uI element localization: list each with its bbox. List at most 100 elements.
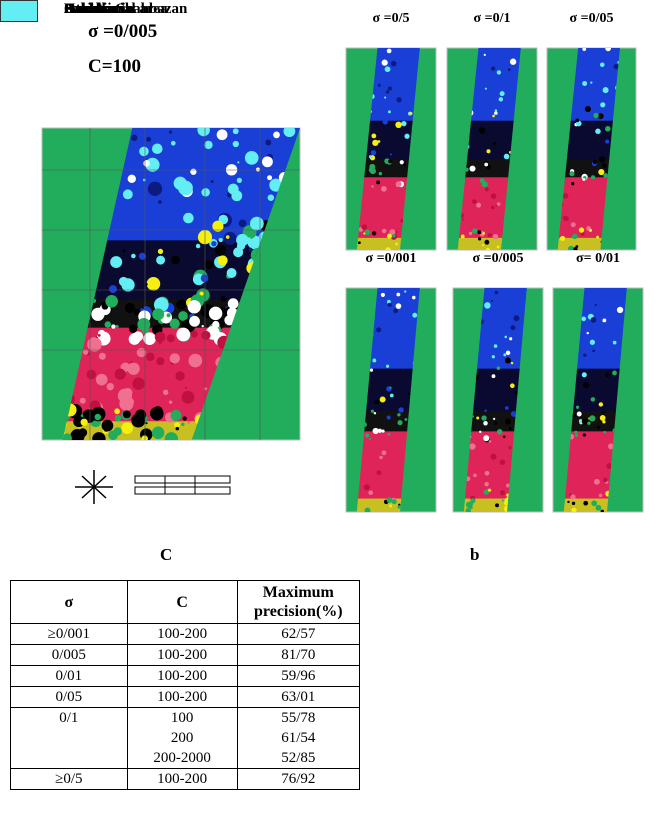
strip-texture — [382, 60, 388, 66]
strip-texture — [384, 97, 386, 99]
strip-texture — [102, 420, 114, 432]
cell-line: 61/54 — [240, 728, 357, 748]
strip-texture — [365, 433, 369, 437]
strip-texture — [505, 406, 509, 410]
strip-texture — [494, 422, 497, 425]
table-cell: ≥0/5 — [11, 769, 128, 790]
strip-texture — [613, 341, 617, 345]
strip-texture — [388, 433, 391, 436]
legend-swatch — [0, 0, 38, 22]
table-row: 0/01100-20059/96 — [11, 666, 360, 687]
strip-texture — [615, 354, 619, 358]
strip-texture — [171, 410, 182, 421]
strip-texture — [492, 115, 495, 118]
strip-texture — [267, 175, 272, 180]
strip-texture — [383, 119, 388, 124]
table-cell: 62/57 — [237, 624, 359, 645]
panel-label: σ =0/001 — [366, 251, 417, 266]
table-cell: 100-200 — [127, 666, 237, 687]
strip-texture — [175, 371, 184, 380]
strip-texture — [236, 234, 248, 246]
strip-texture — [189, 354, 203, 368]
strip-texture — [181, 423, 184, 426]
strip-texture — [485, 88, 487, 90]
strip-texture — [483, 421, 487, 425]
strip-texture — [606, 373, 610, 377]
main-sigma-label: σ =0/005 — [88, 21, 157, 42]
main-c-label: C=100 — [88, 56, 141, 77]
strip-texture — [495, 503, 499, 507]
panel-label: σ =0/1 — [474, 11, 511, 26]
table-cell: 0/005 — [11, 645, 128, 666]
strip-texture — [248, 248, 252, 252]
classified-map — [451, 288, 544, 513]
strip-texture — [98, 334, 101, 337]
strip-texture — [484, 362, 486, 364]
strip-texture — [600, 62, 605, 67]
strip-texture — [389, 387, 391, 389]
strip-texture — [114, 408, 120, 414]
strip-texture — [123, 410, 131, 418]
strip-texture — [590, 340, 595, 345]
strip-texture — [105, 295, 118, 308]
strip-texture — [372, 359, 376, 363]
strip-texture — [119, 397, 133, 411]
strip-texture — [155, 332, 166, 343]
strip-texture — [273, 131, 280, 138]
strip-texture — [587, 332, 589, 334]
strip-texture — [398, 407, 403, 412]
strip-texture — [598, 169, 604, 175]
strip-texture — [595, 129, 601, 135]
strip-texture — [469, 166, 475, 172]
strip-texture — [239, 220, 247, 228]
strip-texture — [408, 393, 410, 395]
strip-texture — [476, 416, 479, 419]
cell-line: 55/78 — [240, 708, 357, 728]
strip-texture — [233, 141, 239, 147]
strip-texture — [125, 303, 135, 313]
strip-texture — [372, 231, 376, 235]
strip-texture — [174, 177, 187, 190]
strip-texture — [484, 410, 486, 412]
strip-texture — [382, 229, 387, 234]
strip-texture — [499, 97, 503, 101]
table-cell: 55/7861/5452/85 — [237, 708, 359, 769]
strip-texture — [121, 422, 133, 434]
strip-texture — [397, 413, 400, 416]
strip-texture — [599, 402, 603, 406]
strip-texture — [591, 500, 597, 506]
table-cell: 0/1 — [11, 708, 128, 769]
cell-line: 52/85 — [240, 748, 357, 768]
strip-texture — [374, 412, 376, 414]
strip-texture — [505, 419, 511, 425]
strip-texture — [156, 256, 165, 265]
strip-texture — [401, 121, 406, 126]
strip-texture — [204, 260, 213, 269]
strip-texture — [95, 414, 101, 420]
strip-texture — [96, 374, 108, 386]
strip-texture — [156, 357, 164, 365]
strip-texture — [169, 400, 172, 403]
strip-texture — [369, 155, 372, 158]
header-cell: C — [127, 581, 237, 624]
compass — [75, 470, 113, 504]
strip-texture — [146, 137, 151, 142]
strip-texture — [209, 307, 222, 320]
strip-texture — [491, 193, 497, 199]
strip-texture — [600, 415, 606, 421]
precision-table: σCMaximum precision(%) ≥0/001100-20062/5… — [10, 580, 360, 790]
header-cell: σ — [11, 581, 128, 624]
strip-texture — [497, 429, 503, 435]
strip-texture — [371, 150, 376, 155]
strip-texture — [397, 420, 402, 425]
strip-texture — [268, 194, 275, 201]
strip-texture — [189, 316, 200, 327]
table-row: ≥0/001100-20062/57 — [11, 624, 360, 645]
strip-texture — [201, 325, 203, 327]
strip-texture — [109, 285, 117, 293]
strip-texture — [469, 443, 475, 449]
strip-texture — [395, 122, 401, 128]
strip-texture — [388, 159, 392, 163]
strip-texture — [594, 479, 600, 485]
